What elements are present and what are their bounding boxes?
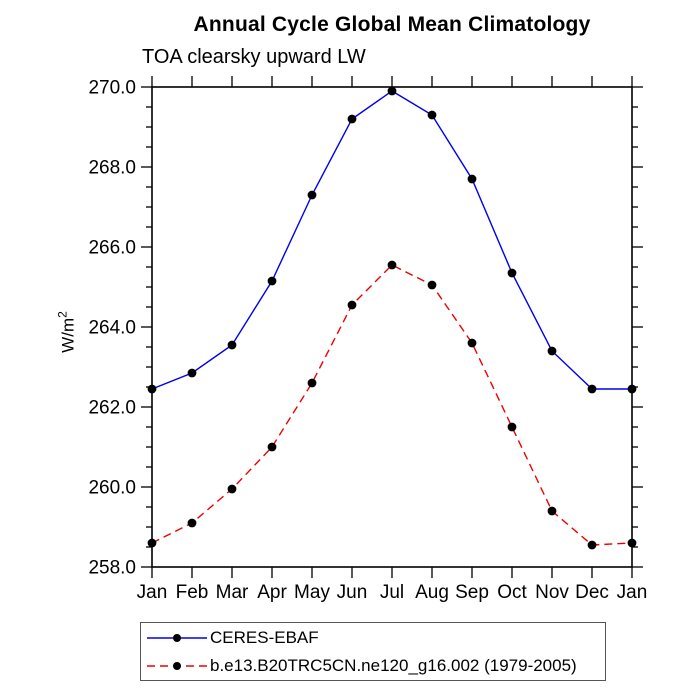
series-marker-1	[427, 280, 437, 290]
series-marker-0	[587, 384, 597, 394]
x-tick-label: Mar	[216, 582, 249, 603]
series-marker-1	[187, 518, 197, 528]
series-marker-0	[347, 114, 357, 124]
x-tick-label: Nov	[535, 582, 569, 603]
legend-item-ceres: CERES-EBAF	[141, 624, 605, 652]
legend-label-ceres: CERES-EBAF	[210, 627, 319, 647]
legend-label-model: b.e13.B20TRC5CN.ne120_g16.002 (1979-2005…	[210, 655, 577, 675]
x-tick-label: Jun	[337, 582, 368, 603]
y-tick-label: 264.0	[88, 318, 136, 339]
x-tick-label: Feb	[176, 582, 209, 603]
series-marker-1	[507, 422, 517, 432]
series-marker-1	[587, 540, 597, 550]
series-marker-0	[307, 190, 317, 200]
chart-title: Annual Cycle Global Mean Climatology	[193, 13, 591, 36]
series-marker-1	[267, 442, 277, 452]
x-tick-label: Oct	[497, 582, 527, 603]
series-marker-1	[547, 506, 557, 516]
x-tick-label: Sep	[455, 582, 489, 603]
series-marker-0	[547, 346, 557, 356]
series-marker-1	[147, 538, 157, 548]
legend-item-model: b.e13.B20TRC5CN.ne120_g16.002 (1979-2005…	[141, 652, 605, 680]
plot-frame	[151, 86, 633, 568]
y-tick-label: 258.0	[88, 558, 136, 579]
x-tick-label: Apr	[257, 582, 287, 603]
series-line-0	[151, 90, 632, 390]
x-tick-label: Jan	[137, 582, 168, 603]
y-tick-label: 266.0	[88, 238, 136, 259]
series-marker-0	[507, 268, 517, 278]
series-marker-0	[147, 384, 157, 394]
legend-line-sample-model	[147, 661, 207, 670]
series-marker-1	[347, 300, 357, 310]
y-tick-label: 260.0	[88, 478, 136, 499]
series-line-1	[151, 264, 633, 546]
x-tick-label: May	[294, 582, 330, 603]
series-marker-1	[227, 484, 237, 494]
series-marker-1	[307, 378, 317, 388]
chart-subtitle: TOA clearsky upward LW	[142, 46, 366, 68]
y-tick-label: 268.0	[88, 158, 136, 179]
x-tick-label: Jul	[380, 582, 404, 603]
series-marker-1	[627, 538, 637, 548]
series-marker-0	[427, 110, 437, 120]
y-tick-label: 270.0	[88, 78, 136, 99]
x-tick-label: Aug	[415, 582, 449, 603]
x-tick-label: Jan	[617, 582, 648, 603]
series-marker-0	[627, 384, 637, 394]
series-marker-1	[387, 260, 397, 270]
series-marker-0	[387, 86, 397, 96]
series-marker-0	[187, 368, 197, 378]
series-marker-0	[467, 174, 477, 184]
legend-line-sample-ceres	[147, 633, 207, 642]
series-marker-0	[227, 340, 237, 350]
y-tick-label: 262.0	[88, 398, 136, 419]
series-marker-0	[267, 276, 277, 286]
legend: CERES-EBAF b.e13.B20TRC5CN.ne120_g16.002…	[140, 622, 606, 681]
x-tick-label: Dec	[575, 582, 609, 603]
series-marker-1	[467, 338, 477, 348]
